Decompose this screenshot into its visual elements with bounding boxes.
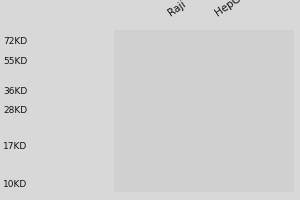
Text: 10KD: 10KD bbox=[3, 180, 27, 189]
Circle shape bbox=[172, 87, 182, 97]
Ellipse shape bbox=[161, 136, 193, 140]
Text: HepG2: HepG2 bbox=[214, 0, 248, 18]
Text: 28KD: 28KD bbox=[3, 106, 27, 115]
Text: 36KD: 36KD bbox=[3, 87, 27, 96]
Circle shape bbox=[226, 57, 236, 66]
Text: 17KD: 17KD bbox=[3, 142, 27, 151]
Circle shape bbox=[172, 105, 182, 115]
Text: 72KD: 72KD bbox=[3, 37, 27, 46]
Text: 55KD: 55KD bbox=[3, 57, 27, 66]
Circle shape bbox=[172, 57, 182, 66]
Text: Raji: Raji bbox=[166, 0, 188, 18]
Ellipse shape bbox=[208, 136, 254, 140]
